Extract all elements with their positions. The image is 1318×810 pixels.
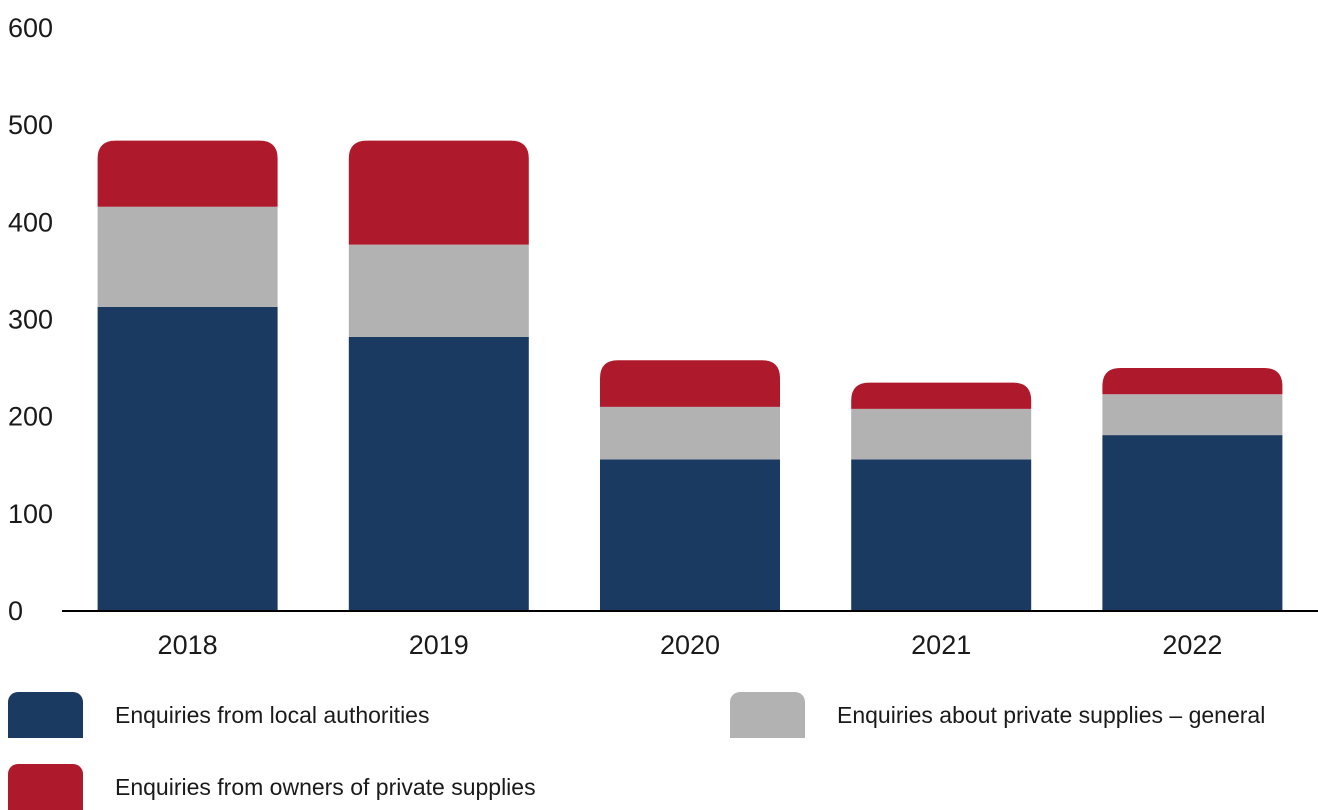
bar-segment-2020-3 bbox=[600, 360, 780, 407]
bar-segment-2019-1 bbox=[348, 336, 529, 610]
legend-swatch-owners-private-supplies bbox=[8, 764, 83, 810]
y-tick-label: 300 bbox=[8, 305, 53, 335]
y-tick-label: 100 bbox=[8, 499, 53, 529]
y-tick-label: 400 bbox=[8, 207, 53, 237]
legend-swatch-local-authorities bbox=[8, 692, 83, 738]
y-tick-label: 0 bbox=[8, 596, 23, 626]
legend-label-private-supplies-general: Enquiries about private supplies – gener… bbox=[837, 701, 1266, 728]
bar-segment-2020-1 bbox=[600, 459, 780, 610]
bar-segment-2018-3 bbox=[97, 140, 278, 207]
bar-segment-2020-2 bbox=[600, 406, 780, 460]
stacked-bar-chart: 0 100 200 300 400 500 600 2018 2019 2020 2021 2022 bbox=[8, 13, 1318, 660]
bar-segment-2018-2 bbox=[97, 206, 278, 307]
bar-segment-2019-2 bbox=[348, 244, 529, 337]
y-tick-label: 600 bbox=[8, 13, 53, 43]
bar-segment-2021-2 bbox=[851, 408, 1032, 460]
y-axis-ticks: 0 100 200 300 400 500 600 bbox=[8, 13, 53, 626]
y-tick-label: 200 bbox=[8, 402, 53, 432]
x-tick-label-2018: 2018 bbox=[158, 630, 218, 660]
bar-segment-2019-3 bbox=[348, 140, 529, 245]
bar-segment-2022-3 bbox=[1102, 368, 1283, 395]
x-tick-label-2021: 2021 bbox=[911, 630, 971, 660]
legend-item-private-supplies-general: Enquiries about private supplies – gener… bbox=[730, 692, 1265, 738]
legend: Enquiries from local authorities Enquiri… bbox=[0, 690, 1318, 810]
legend-swatch-private-supplies-general bbox=[730, 692, 805, 738]
legend-label-owners-private-supplies: Enquiries from owners of private supplie… bbox=[115, 773, 536, 800]
legend-item-local-authorities: Enquiries from local authorities bbox=[8, 692, 429, 738]
legend-item-owners-private-supplies: Enquiries from owners of private supplie… bbox=[8, 764, 536, 810]
x-tick-label-2020: 2020 bbox=[660, 630, 720, 660]
bar-segment-2022-2 bbox=[1102, 394, 1283, 436]
x-tick-label-2022: 2022 bbox=[1162, 630, 1222, 660]
bar-segment-2021-1 bbox=[851, 459, 1032, 610]
bars bbox=[97, 140, 1283, 610]
y-tick-label: 500 bbox=[8, 110, 53, 140]
x-tick-label-2019: 2019 bbox=[409, 630, 469, 660]
legend-label-local-authorities: Enquiries from local authorities bbox=[115, 701, 430, 728]
bar-segment-2021-3 bbox=[851, 382, 1032, 409]
bar-segment-2022-1 bbox=[1102, 435, 1283, 610]
bar-segment-2018-1 bbox=[97, 306, 278, 610]
x-axis-ticks: 2018 2019 2020 2021 2022 bbox=[158, 630, 1223, 660]
